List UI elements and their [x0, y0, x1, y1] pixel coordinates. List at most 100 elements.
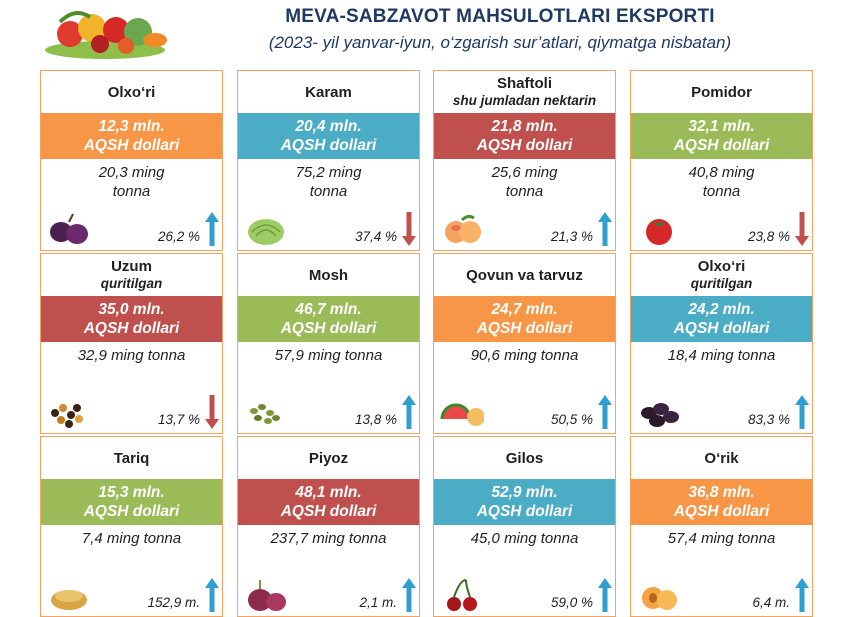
- product-subtitle: quritilgan: [100, 276, 163, 291]
- value-amount: 15,3 mln.: [98, 484, 165, 501]
- arrow-down-icon: [205, 395, 219, 429]
- product-name: Olxo‘ri: [41, 71, 222, 113]
- export-card: Mosh 46,7 mln. AQSH dollari 57,9 ming tonna…: [237, 253, 420, 434]
- arrow-up-icon: [598, 212, 612, 246]
- export-card: Shaftoli shu jumladan nektarin 21,8 mln. AQ…: [433, 70, 616, 251]
- change-rate: 2,1 m.: [359, 595, 397, 610]
- export-quantity: 237,7 ming tonna: [270, 530, 387, 547]
- card-body: 20,3 ming tonna 26,2 %: [41, 159, 222, 250]
- value-amount: 20,4 mln.: [295, 118, 362, 135]
- product-name: Karam: [238, 71, 419, 113]
- change-rate: 83,3 %: [747, 412, 790, 427]
- value-currency: AQSH dollari: [673, 137, 770, 154]
- export-value-band: 15,3 mln. AQSH dollari: [41, 479, 222, 525]
- arrow-up-icon: [402, 395, 416, 429]
- arrow-up-icon: [402, 578, 416, 612]
- export-quantity: 75,2 ming tonna: [295, 164, 362, 200]
- vegetables-basket-icon: [45, 11, 167, 59]
- product-title: Tariq: [113, 449, 150, 467]
- product-title: Olxo‘ri: [697, 258, 746, 275]
- product-name: Pomidor: [631, 71, 812, 113]
- change-rate: 21,3 %: [550, 229, 593, 244]
- arrow-up-icon: [795, 395, 809, 429]
- value-currency: AQSH dollari: [673, 320, 770, 337]
- export-value-band: 24,7 mln. AQSH dollari: [434, 296, 615, 342]
- change-rate: 23,8 %: [747, 229, 790, 244]
- export-card: Gilos 52,9 mln. AQSH dollari 45,0 ming tonn…: [433, 436, 616, 617]
- export-card: Qovun va tarvuz 24,7 mln. AQSH dollari 90,6…: [433, 253, 616, 434]
- export-quantity: 57,4 ming tonna: [667, 530, 776, 547]
- arrow-up-icon: [205, 212, 219, 246]
- card-body: 45,0 ming tonna 59,0 %: [434, 525, 615, 616]
- mung-bean-icon: [250, 404, 280, 424]
- card-body: 237,7 ming tonna 2,1 m.: [238, 525, 419, 616]
- product-name: Uzum quritilgan: [41, 254, 222, 296]
- value-amount: 48,1 mln.: [295, 484, 362, 501]
- export-quantity: 45,0 ming tonna: [470, 530, 579, 547]
- arrow-up-icon: [598, 395, 612, 429]
- export-card: Karam 20,4 mln. AQSH dollari 75,2 ming tonn…: [237, 70, 420, 251]
- product-title: Shaftoli: [497, 75, 552, 92]
- export-value-band: 35,0 mln. AQSH dollari: [41, 296, 222, 342]
- product-subtitle: quritilgan: [690, 276, 753, 291]
- change-rate: 6,4 m.: [752, 595, 790, 610]
- page-title: MEVA-SABZAVOT MAHSULOTLARI EKSPORTI: [285, 6, 715, 27]
- export-value-band: 36,8 mln. AQSH dollari: [631, 479, 812, 525]
- export-card: Uzum quritilgan 35,0 mln. AQSH dollari 32,9 …: [40, 253, 223, 434]
- product-name: Piyoz: [238, 437, 419, 479]
- arrow-down-icon: [402, 212, 416, 246]
- export-card: Pomidor 32,1 mln. AQSH dollari 40,8 ming to…: [630, 70, 813, 251]
- tomato-icon: [646, 219, 672, 245]
- raisin-icon: [51, 404, 83, 428]
- card-body: 57,4 ming tonna 6,4 m.: [631, 525, 812, 616]
- export-card: Olxo‘ri quritilgan 24,2 mln. AQSH dollari 18…: [630, 253, 813, 434]
- value-amount: 46,7 mln.: [295, 301, 362, 318]
- plum-icon: [50, 213, 88, 244]
- value-currency: AQSH dollari: [83, 320, 180, 337]
- export-value-band: 32,1 mln. AQSH dollari: [631, 113, 812, 159]
- export-value-band: 48,1 mln. AQSH dollari: [238, 479, 419, 525]
- product-title: O‘rik: [704, 449, 739, 467]
- product-title: Pomidor: [691, 83, 752, 101]
- value-amount: 24,2 mln.: [688, 301, 755, 318]
- arrow-up-icon: [598, 578, 612, 612]
- product-subtitle: shu jumladan nektarin: [452, 93, 597, 108]
- change-rate: 13,8 %: [354, 412, 397, 427]
- value-currency: AQSH dollari: [83, 137, 180, 154]
- card-body: 40,8 ming tonna 23,8 %: [631, 159, 812, 250]
- value-currency: AQSH dollari: [476, 503, 573, 520]
- card-body: 18,4 ming tonna 83,3 %: [631, 342, 812, 433]
- export-quantity: 20,3 ming tonna: [98, 164, 165, 200]
- change-rate: 50,5 %: [550, 412, 593, 427]
- export-value-band: 24,2 mln. AQSH dollari: [631, 296, 812, 342]
- export-card: O‘rik 36,8 mln. AQSH dollari 57,4 ming tonn…: [630, 436, 813, 617]
- arrow-up-icon: [205, 578, 219, 612]
- page-subtitle: (2023- yil yanvar-iyun, o‘zgarish sur’at…: [268, 33, 732, 52]
- arrow-down-icon: [795, 212, 809, 246]
- export-quantity: 18,4 ming tonna: [667, 347, 776, 364]
- product-name: Olxo‘ri quritilgan: [631, 254, 812, 296]
- cherry-icon: [447, 579, 477, 611]
- export-value-band: 20,4 mln. AQSH dollari: [238, 113, 419, 159]
- export-card: Olxo‘ri 12,3 mln. AQSH dollari 20,3 ming to…: [40, 70, 223, 251]
- value-amount: 32,1 mln.: [688, 118, 755, 135]
- card-body: 75,2 ming tonna 37,4 %: [238, 159, 419, 250]
- value-amount: 12,3 mln.: [98, 118, 165, 135]
- export-value-band: 21,8 mln. AQSH dollari: [434, 113, 615, 159]
- value-currency: AQSH dollari: [83, 503, 180, 520]
- value-currency: AQSH dollari: [280, 503, 377, 520]
- product-title: Karam: [305, 83, 352, 101]
- export-quantity: 7,4 ming tonna: [81, 530, 182, 547]
- product-name: Shaftoli shu jumladan nektarin: [434, 71, 615, 113]
- value-currency: AQSH dollari: [476, 320, 573, 337]
- export-quantity: 25,6 ming tonna: [491, 164, 558, 200]
- card-body: 32,9 ming tonna 13,7 %: [41, 342, 222, 433]
- product-title: Olxo‘ri: [107, 83, 156, 101]
- product-title: Uzum: [111, 258, 152, 275]
- value-currency: AQSH dollari: [280, 137, 377, 154]
- millet-icon: [51, 590, 87, 610]
- peach-icon: [445, 214, 481, 243]
- export-value-band: 52,9 mln. AQSH dollari: [434, 479, 615, 525]
- card-body: 90,6 ming tonna 50,5 %: [434, 342, 615, 433]
- export-value-band: 46,7 mln. AQSH dollari: [238, 296, 419, 342]
